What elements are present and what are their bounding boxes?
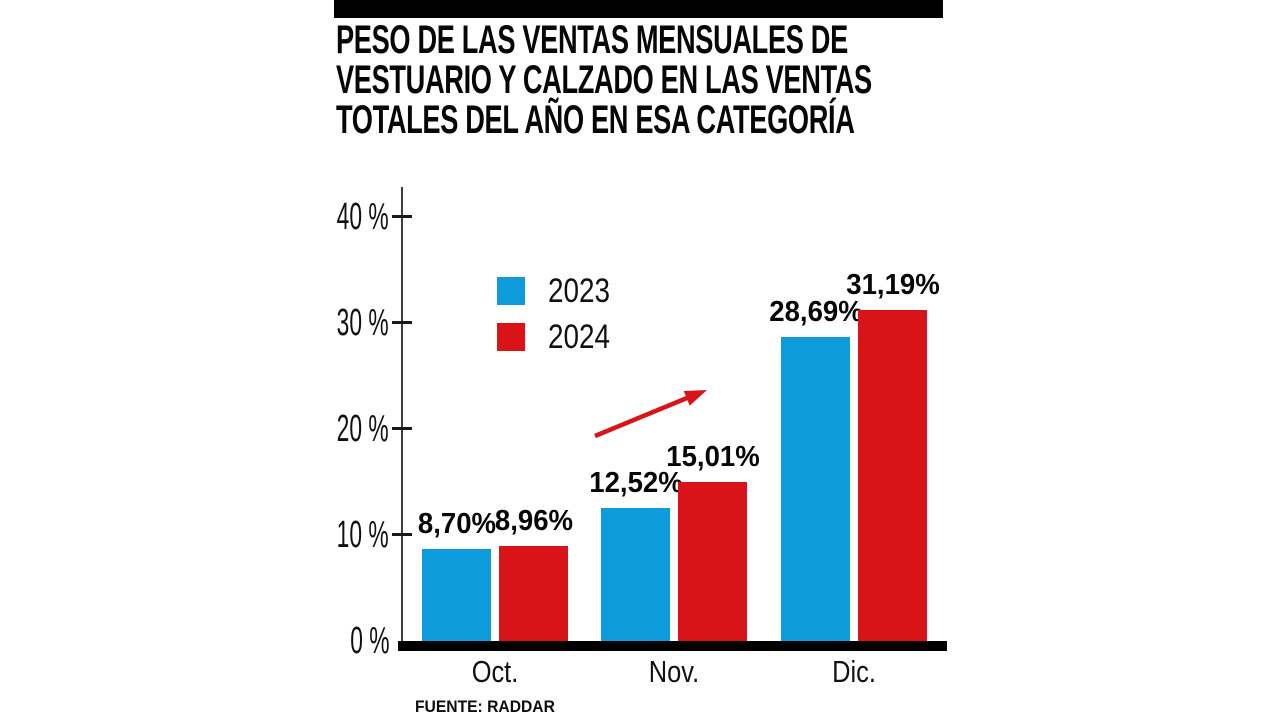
y-axis-tick-label: 0 % — [349, 620, 389, 662]
bar-value-label: 8,70% — [417, 508, 496, 540]
source-label: FUENTE: RADDAR — [415, 697, 555, 716]
title-top-bar — [334, 0, 943, 18]
trend-arrow-head — [683, 390, 707, 406]
x-axis-category-label: Dic. — [832, 654, 876, 689]
bar-2024-Oct — [499, 546, 568, 641]
legend-item-2024: 2024 — [497, 318, 624, 356]
legend-label: 2023 — [548, 272, 611, 310]
y-axis-tick — [392, 427, 412, 430]
trend-up-arrow-icon — [594, 390, 707, 439]
y-axis-tick — [392, 215, 412, 218]
bar-value-label: 15,01% — [665, 441, 760, 473]
x-axis-category-label: Nov. — [648, 654, 700, 689]
bar-2023-Oct — [422, 549, 491, 641]
x-axis-baseline — [398, 641, 947, 651]
chart-title: PESO DE LAS VENTAS MENSUALES DE VESTUARI… — [336, 20, 976, 140]
y-axis-line — [401, 187, 403, 641]
y-axis-tick — [392, 321, 412, 324]
legend-label: 2024 — [548, 318, 611, 356]
chart-title-line-1: PESO DE LAS VENTAS MENSUALES DE — [336, 18, 848, 62]
y-axis-tick-label: 30 % — [337, 302, 389, 344]
legend-item-2023: 2023 — [497, 272, 624, 310]
chart-title-line-3: TOTALES DEL AÑO EN ESA CATEGORÍA — [336, 98, 855, 142]
bar-value-label: 31,19% — [845, 269, 940, 301]
bar-2023-Nov — [601, 508, 670, 641]
legend-swatch-2024 — [497, 323, 525, 351]
bar-value-label: 28,69% — [768, 296, 863, 328]
bar-value-label: 8,96% — [494, 505, 573, 537]
y-axis-tick — [392, 533, 412, 536]
x-axis-category-label: Oct. — [471, 654, 519, 689]
y-axis-tick-label: 10 % — [337, 514, 389, 556]
legend-swatch-2023 — [497, 277, 525, 305]
y-axis-tick-label: 20 % — [337, 408, 389, 450]
bar-2024-Dic — [858, 310, 927, 641]
bar-2023-Dic — [781, 337, 850, 641]
bar-value-label: 12,52% — [588, 467, 683, 499]
trend-arrow-shaft — [594, 395, 688, 439]
y-axis-tick-label: 40 % — [337, 196, 389, 238]
bar-2024-Nov — [678, 482, 747, 641]
